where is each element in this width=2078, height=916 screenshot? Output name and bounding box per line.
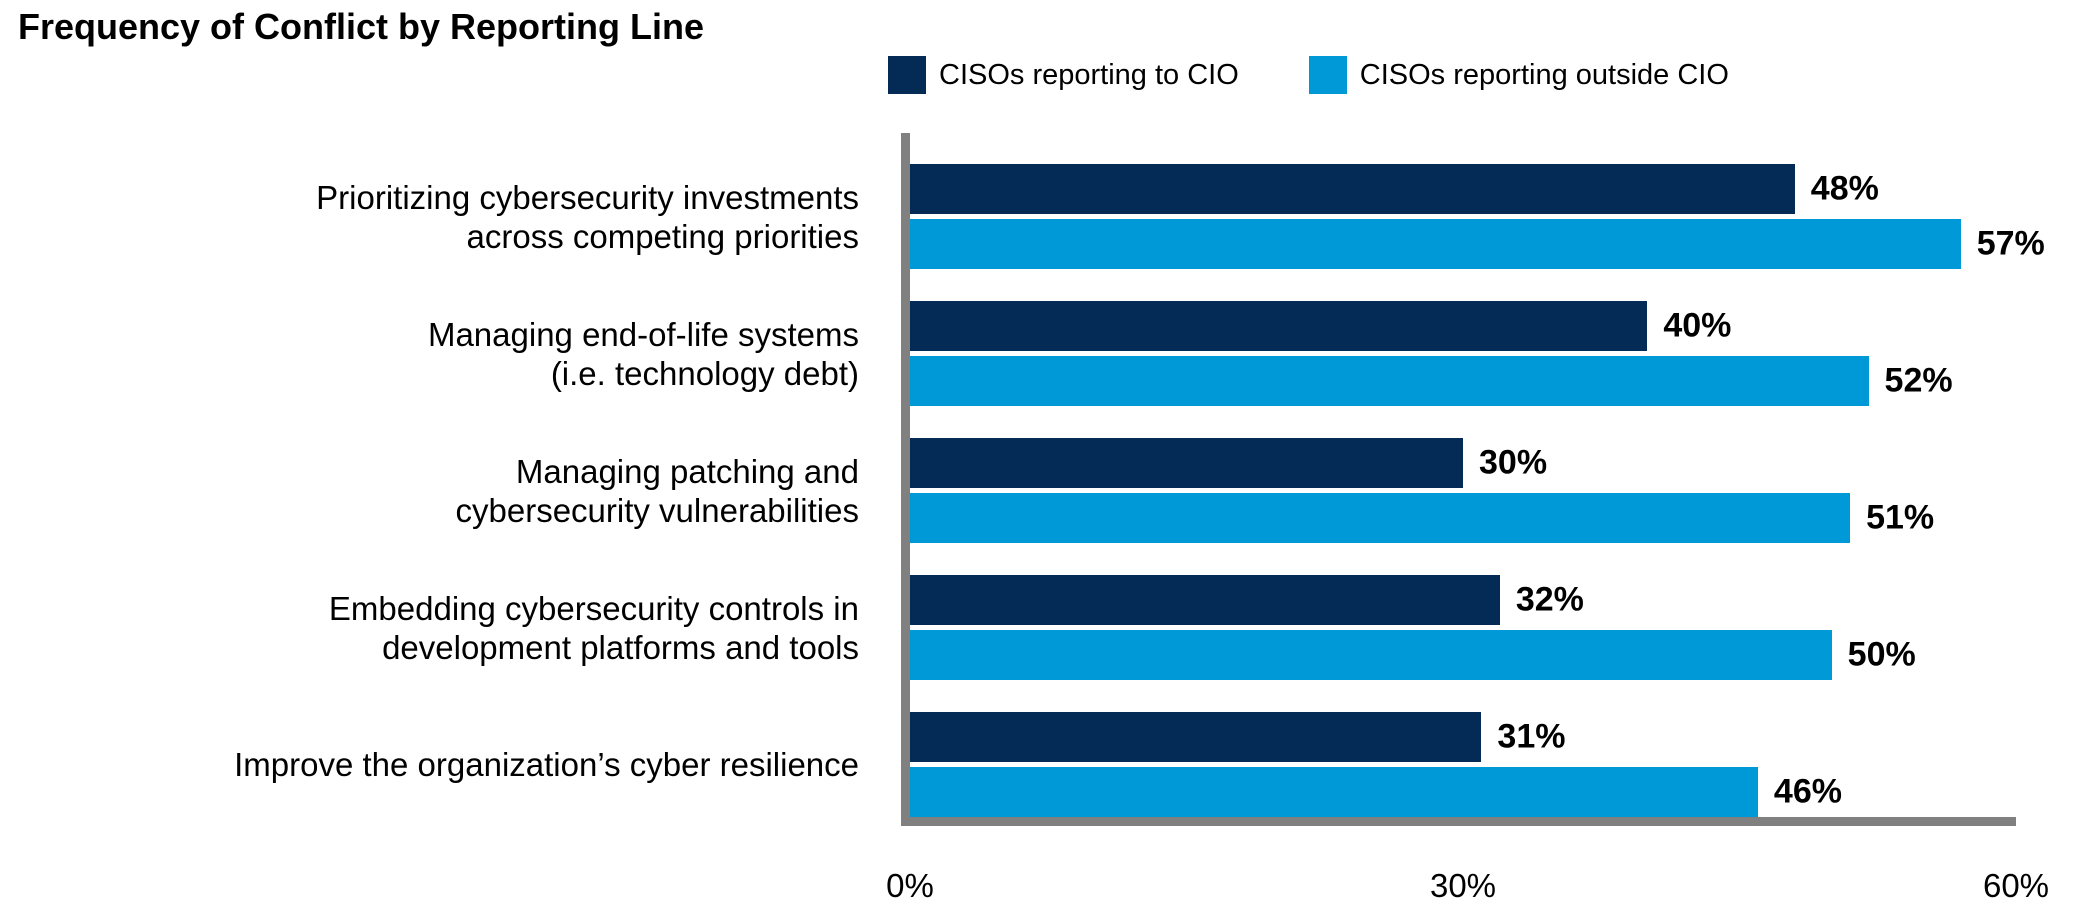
bar-value-label: 31% <box>1497 717 1566 756</box>
bar-value-label: 32% <box>1515 580 1584 619</box>
bar-reporting-outside-cio: 52% <box>910 356 1953 406</box>
legend: CISOs reporting to CIO CISOs reporting ou… <box>888 56 1729 94</box>
category-bars: 40% 52% <box>910 301 2016 406</box>
category-label: Managing end-of-life systems (i.e. techn… <box>427 315 859 392</box>
legend-swatch-icon <box>888 56 926 94</box>
bar-reporting-outside-cio: 57% <box>910 219 2045 269</box>
legend-label: CISOs reporting to CIO <box>939 58 1239 91</box>
category-bars: 31% 46% <box>910 712 2016 817</box>
bar-value-label: 52% <box>1884 361 1953 400</box>
category-label: Managing patching and cybersecurity vuln… <box>455 452 860 529</box>
category-label: Prioritizing cybersecurity investments a… <box>316 178 859 255</box>
plot-area: Prioritizing cybersecurity investments a… <box>0 133 2049 904</box>
category-label: Embedding cybersecurity controls in deve… <box>328 589 859 666</box>
bar-groups: Prioritizing cybersecurity investments a… <box>0 133 2045 817</box>
category-label: Improve the organization’s cyber resilie… <box>234 746 859 783</box>
x-axis-tick: 60% <box>1982 867 2050 904</box>
bar-reporting-to-cio: 31% <box>910 712 1565 762</box>
legend-item-to-cio: CISOs reporting to CIO <box>888 56 1239 94</box>
bar-reporting-outside-cio: 50% <box>910 630 1916 680</box>
legend-item-outside-cio: CISOs reporting outside CIO <box>1308 56 1729 94</box>
bar-reporting-to-cio: 48% <box>910 164 1879 214</box>
bar-reporting-outside-cio: 46% <box>910 767 1842 817</box>
bar-value-label: 51% <box>1866 498 1935 537</box>
bar-reporting-to-cio: 32% <box>910 575 1584 625</box>
chart-title: Frequency of Conflict by Reporting Line <box>18 6 705 47</box>
bar-value-label: 48% <box>1810 169 1879 208</box>
x-axis-tick: 30% <box>1429 867 1497 904</box>
category-bars: 30% 51% <box>910 438 2016 543</box>
bar-value-label: 57% <box>1976 224 2045 263</box>
category-group: Embedding cybersecurity controls in deve… <box>0 575 2016 680</box>
legend-swatch-icon <box>1308 56 1347 94</box>
category-group: Managing end-of-life systems (i.e. techn… <box>0 301 2016 406</box>
category-group: Prioritizing cybersecurity investments a… <box>0 164 2045 269</box>
bar-reporting-to-cio: 40% <box>910 301 1731 351</box>
bar-value-label: 40% <box>1663 306 1732 345</box>
category-bars: 32% 50% <box>910 575 2016 680</box>
category-group: Improve the organization’s cyber resilie… <box>0 712 2016 817</box>
bar-reporting-to-cio: 30% <box>910 438 1547 488</box>
category-bars: 48% 57% <box>910 164 2045 269</box>
legend-label: CISOs reporting outside CIO <box>1359 58 1729 91</box>
bar-value-label: 30% <box>1479 443 1548 482</box>
x-axis-line <box>901 817 2016 826</box>
x-axis-tick: 0% <box>886 867 934 904</box>
bar-value-label: 46% <box>1773 772 1842 811</box>
category-group: Managing patching and cybersecurity vuln… <box>0 438 2016 543</box>
bar-reporting-outside-cio: 51% <box>910 493 1934 543</box>
y-axis-line <box>901 133 910 826</box>
bar-value-label: 50% <box>1847 635 1916 674</box>
x-axis-tick-labels: 0% 30% 60% <box>886 845 2049 905</box>
